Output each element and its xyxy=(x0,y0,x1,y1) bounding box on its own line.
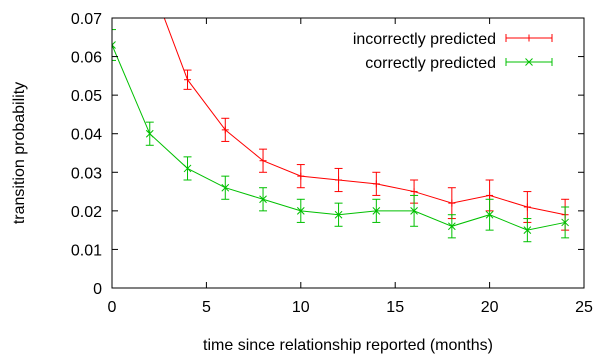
axis-layer: 0 5 10 15 20 25 0 0.01 0.02 0.03 0.04 0.05 0.06 0.07 xyxy=(71,11,593,316)
x-tick-label: 5 xyxy=(202,299,211,316)
legend-entry-correctly-predicted: correctly predicted xyxy=(365,55,553,72)
data-point xyxy=(112,41,116,49)
legend-swatch-marker xyxy=(525,58,533,66)
error-bar xyxy=(112,29,116,61)
data-point xyxy=(259,157,267,165)
series-incorrectly-predicted xyxy=(163,18,570,231)
marker-stroke xyxy=(221,183,230,192)
y-tick-label: 0.02 xyxy=(71,204,102,221)
legend-label: correctly predicted xyxy=(365,55,496,72)
x-axis-label: time since relationship reported (months… xyxy=(203,337,493,354)
y-tick-label: 0.06 xyxy=(71,50,102,67)
data-point xyxy=(259,195,267,204)
marker-stroke xyxy=(447,222,456,231)
data-point xyxy=(523,226,532,234)
y-tick-label: 0.01 xyxy=(71,242,102,259)
data-point xyxy=(335,176,343,184)
data-point xyxy=(372,207,381,215)
y-tick-label: 0.03 xyxy=(71,165,102,182)
y-tick-label: 0.05 xyxy=(71,88,102,105)
legend-swatch-marker xyxy=(525,34,533,42)
data-point xyxy=(221,126,229,134)
marker-stroke xyxy=(296,207,305,215)
data-point xyxy=(184,76,192,84)
marker-stroke xyxy=(259,195,267,204)
y-tick-label: 0.04 xyxy=(71,127,102,144)
data-point xyxy=(296,207,305,215)
x-tick-label: 25 xyxy=(575,299,593,316)
data-point xyxy=(372,180,380,188)
marker-stroke xyxy=(145,129,154,138)
data-point xyxy=(410,188,418,196)
marker-stroke xyxy=(112,41,116,46)
x-tick-label: 20 xyxy=(481,299,499,316)
data-point xyxy=(485,210,494,219)
data-point xyxy=(523,203,531,211)
marker-stroke xyxy=(523,226,532,234)
marker-stroke xyxy=(372,207,381,215)
legend-label: incorrectly predicted xyxy=(353,31,496,48)
y-axis-label: transition probability xyxy=(11,82,28,224)
data-point xyxy=(221,183,230,192)
marker-stroke xyxy=(112,44,116,49)
data-point xyxy=(448,199,456,207)
legend: incorrectly predicted correctly predicted xyxy=(353,31,553,72)
data-point xyxy=(410,207,418,215)
y-tick-label: 0.07 xyxy=(71,11,102,28)
marker-stroke xyxy=(410,207,418,215)
marker-stroke xyxy=(183,164,192,173)
series-line-correctly-predicted xyxy=(112,44,566,231)
series-correctly-predicted xyxy=(112,29,570,243)
data-point xyxy=(297,172,305,180)
y-tick-label: 0 xyxy=(93,281,102,298)
data-point xyxy=(145,129,154,138)
marker-stroke xyxy=(485,210,494,219)
x-tick-label: 0 xyxy=(108,299,117,316)
marker-stroke xyxy=(334,210,343,219)
data-point xyxy=(334,210,343,219)
data-point xyxy=(183,164,192,173)
x-tick-label: 10 xyxy=(292,299,310,316)
plot-frame xyxy=(111,17,585,289)
series-layer xyxy=(112,18,570,243)
marker-stroke xyxy=(561,218,569,227)
data-point xyxy=(447,222,456,231)
data-point xyxy=(486,191,494,199)
legend-entry-incorrectly-predicted: incorrectly predicted xyxy=(353,31,553,48)
marker-stroke xyxy=(525,58,533,66)
data-point xyxy=(561,218,569,227)
x-tick-label: 15 xyxy=(386,299,404,316)
